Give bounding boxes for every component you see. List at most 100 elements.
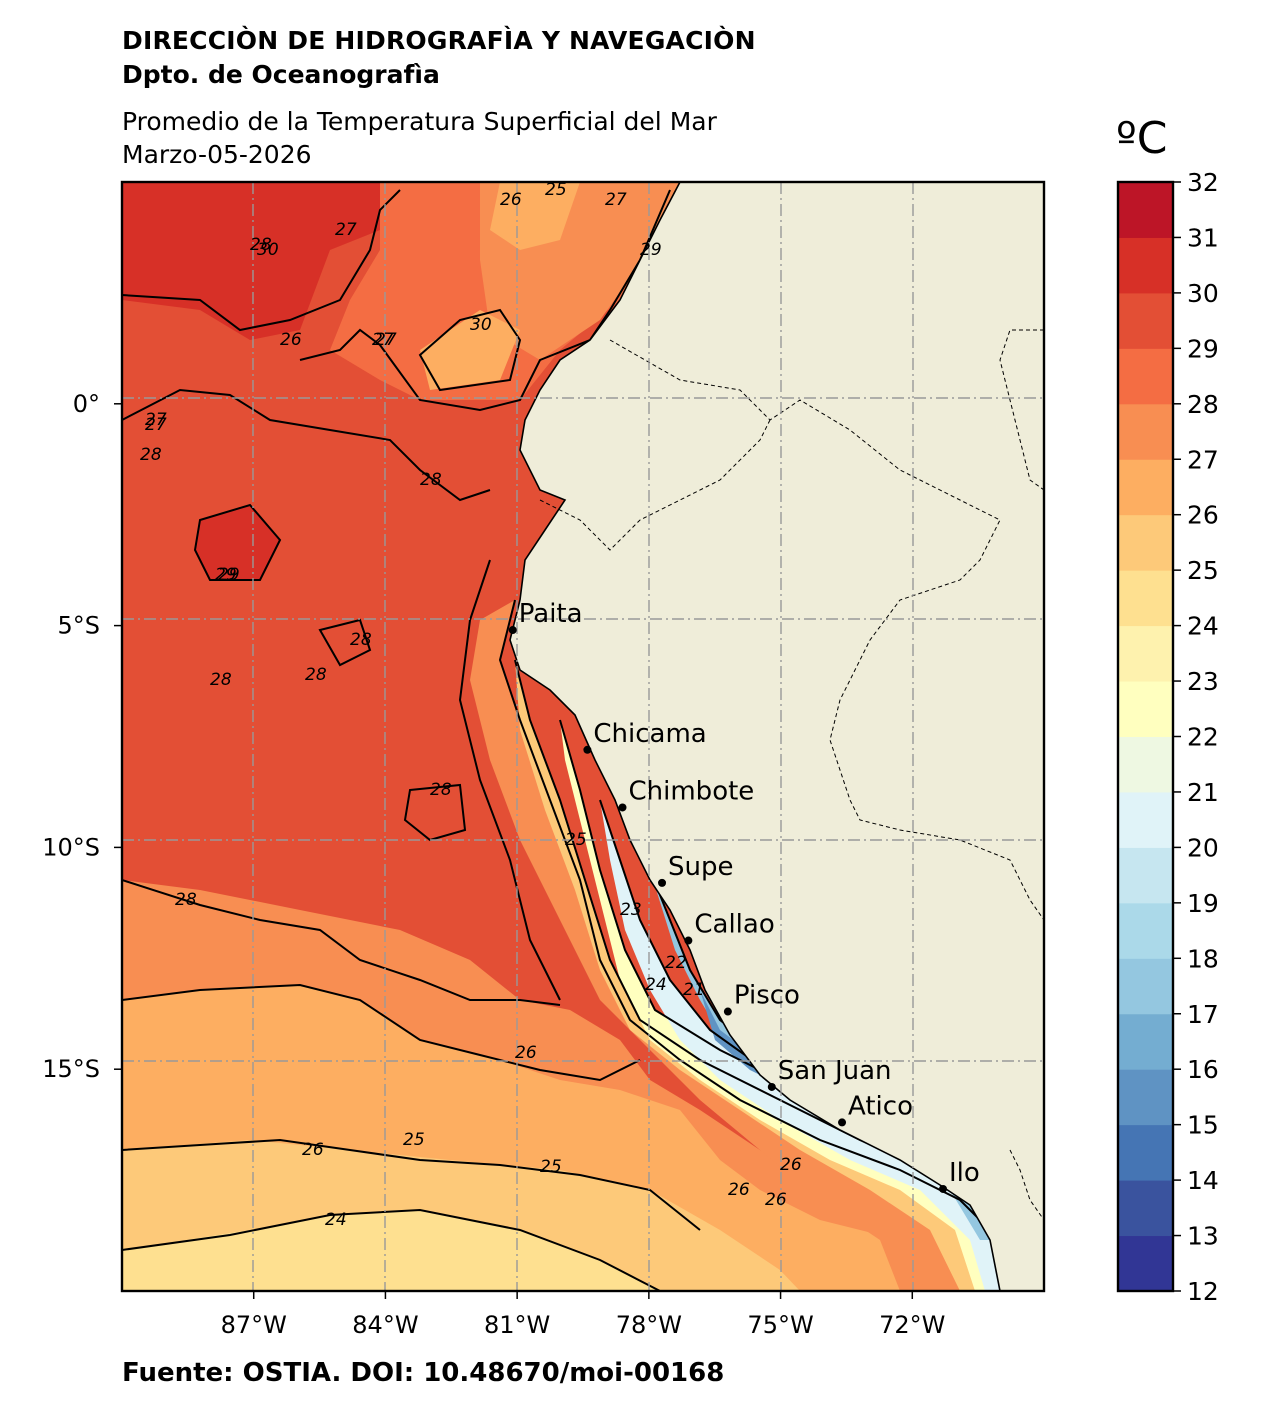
colorbar-tick-label: 19: [1187, 889, 1219, 918]
colorbar-band: [1118, 292, 1173, 349]
contour-label: 26: [515, 1043, 537, 1063]
ocean-warm-patch: [195, 505, 280, 580]
contour-label: 28: [210, 670, 232, 690]
country-borders: [539, 329, 1044, 1221]
city-dot: [838, 1118, 847, 1127]
lon-tick-label: 84°W: [352, 1311, 418, 1339]
contour-label: 28: [350, 630, 372, 650]
colorbar-band: [1118, 902, 1173, 959]
contour-label: 26: [765, 1190, 787, 1210]
colorbar-tick-label: 25: [1187, 556, 1219, 585]
colorbar-tick-label: 21: [1187, 778, 1219, 807]
lon-tick-label: 81°W: [484, 1311, 550, 1339]
colorbar-tick-label: 22: [1187, 723, 1219, 752]
city-dot: [618, 803, 627, 812]
colorbar-band: [1118, 570, 1173, 627]
colorbar-band: [1118, 1180, 1173, 1237]
contour-label: 26: [500, 190, 522, 210]
colorbar-band: [1118, 1013, 1173, 1070]
city-dot: [767, 1082, 776, 1091]
colorbar-band: [1118, 514, 1173, 571]
colorbar-band: [1118, 1069, 1173, 1126]
map-date: Marzo-05-2026: [122, 140, 312, 169]
contour-label: 25: [540, 1157, 562, 1177]
colorbar-tick-label: 31: [1187, 223, 1219, 252]
source-credit: Fuente: OSTIA. DOI: 10.48670/moi-00168: [122, 1358, 725, 1388]
lon-tick-label: 78°W: [616, 1311, 682, 1339]
city-label: Pisco: [734, 981, 800, 1011]
city-label: Atico: [848, 1091, 913, 1121]
lon-tick-label: 87°W: [221, 1311, 287, 1339]
colorbar-tick-label: 28: [1187, 390, 1219, 419]
lon-tick-label: 72°W: [879, 1311, 945, 1339]
colorbar-tick-label: 13: [1187, 1222, 1219, 1251]
map-title: Promedio de la Temperatura Superficial d…: [122, 107, 717, 136]
contour-label: 27: [375, 330, 397, 350]
colorbar-tick-label: 14: [1187, 1166, 1219, 1195]
contour-label: 21: [683, 980, 705, 1000]
city-dot: [723, 1007, 732, 1016]
colorbar-tick-label: 24: [1187, 612, 1219, 641]
colorbar-band: [1118, 736, 1173, 793]
city-label: San Juan: [778, 1056, 892, 1086]
contour-label: 27: [145, 410, 167, 430]
colorbar-tick-label: 26: [1187, 501, 1219, 530]
contour-label: 22: [665, 953, 687, 973]
colorbar-band: [1118, 237, 1173, 294]
colorbar-tick-label: 16: [1187, 1055, 1219, 1084]
city-label: Callao: [694, 910, 774, 940]
lat-tick-label: 5°S: [57, 612, 100, 640]
map-frame: [120, 180, 1046, 1293]
colorbar-band: [1118, 847, 1173, 904]
ocean-25-26-patch: [420, 310, 520, 390]
colorbar-tick-label: 17: [1187, 1000, 1219, 1029]
city-markers: Paita Chicama Chimbote Supe Callao Pisco San J…: [508, 599, 980, 1193]
colorbar-unit: ºC: [1116, 113, 1168, 164]
city-dot: [658, 878, 667, 887]
colorbar-band: [1118, 1124, 1173, 1181]
colorbar-band: [1118, 348, 1173, 405]
contour-label: 26: [728, 1180, 750, 1200]
grid-lines: [122, 182, 1044, 1291]
contour-label: 24: [325, 1210, 347, 1230]
city-dot: [583, 745, 592, 754]
ocean-25-26-north: [490, 182, 580, 250]
colorbar-band: [1118, 681, 1173, 737]
contour-label: 27: [335, 220, 357, 240]
city-label: Supe: [668, 852, 733, 882]
colorbar-tick-label: 20: [1187, 833, 1219, 862]
contour-label: 27: [605, 190, 627, 210]
colorbar-tick-label: 23: [1187, 667, 1219, 696]
lat-tick-label: 15°S: [42, 1055, 100, 1083]
colorbar-tick-label: 15: [1187, 1111, 1219, 1140]
department-title: Dpto. de Oceanografìa: [122, 60, 440, 89]
longitude-tick-labels: 87°W 84°W 81°W 78°W 75°W 72°W: [221, 1291, 945, 1339]
city-dot: [684, 936, 693, 945]
city-label: Ilo: [949, 1158, 980, 1188]
contour-label: 25: [403, 1130, 425, 1150]
agency-title: DIRECCIÒN DE HIDROGRAFÌA Y NAVEGACIÒN: [122, 26, 756, 55]
lat-tick-label: 0°: [73, 390, 100, 418]
contour-label: 25: [545, 180, 567, 200]
city-label: Chicama: [593, 719, 706, 749]
contour-label: 29: [218, 565, 240, 585]
contour-label: 26: [280, 330, 302, 350]
lon-tick-label: 75°W: [747, 1311, 813, 1339]
contour-lines: [122, 189, 991, 1291]
contour-label: 29: [215, 565, 237, 585]
colorbar-band: [1118, 1235, 1173, 1292]
colorbar-band: [1118, 958, 1173, 1015]
colorbar-band: [1118, 403, 1173, 460]
land-south-america: [509, 182, 1044, 1291]
colorbar-tick-label: 29: [1187, 334, 1219, 363]
contour-label: 27: [145, 415, 167, 435]
colorbar-tick-label: 32: [1187, 168, 1219, 197]
contour-label: 28: [175, 890, 197, 910]
colorbar-band: [1118, 791, 1173, 848]
colorbar-band: [1118, 459, 1173, 516]
contour-label: 28: [305, 665, 327, 685]
colorbar-tick-label: 18: [1187, 944, 1219, 973]
